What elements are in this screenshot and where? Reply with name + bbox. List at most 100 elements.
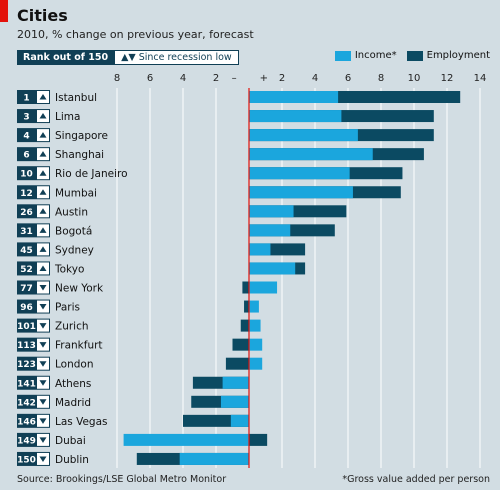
bar-income [249, 319, 261, 332]
rank-value: 1 [23, 94, 29, 104]
rank-value: 142 [17, 398, 36, 408]
bar-employment [232, 338, 249, 351]
city-label: Bogotá [55, 225, 92, 237]
bar-income [249, 224, 291, 237]
x-tick-label: 6 [345, 73, 351, 84]
rank-value: 3 [23, 113, 29, 123]
bar-income [249, 186, 353, 199]
x-tick-label: 14 [474, 73, 487, 84]
rank-box [17, 109, 36, 124]
x-tick-label: – [232, 73, 237, 84]
city-label: Mumbai [55, 187, 97, 199]
city-label: Las Vegas [55, 416, 108, 428]
rank-value: 31 [20, 227, 33, 237]
city-label: Zurich [55, 321, 89, 333]
rank-box [17, 223, 36, 238]
city-label: Tokyo [54, 263, 84, 275]
brand-mark [0, 0, 8, 22]
rank-up-icon [39, 151, 47, 157]
rank-box [17, 394, 36, 409]
rank-down-icon [39, 323, 47, 329]
rank-down-icon [39, 418, 47, 424]
city-label: Austin [55, 206, 88, 218]
legend-label-employment: Employment [426, 50, 490, 61]
footnote: *Gross value added per person [342, 474, 490, 485]
rank-header-label: Rank out of 150 [17, 50, 115, 65]
x-tick-label: 12 [441, 73, 454, 84]
rank-up-icon [39, 227, 47, 233]
source-note: Source: Brookings/LSE Global Metro Monit… [17, 474, 227, 485]
legend-item-income: Income* [334, 50, 397, 61]
rank-header: Rank out of 150 ▲▼ Since recession low [17, 50, 239, 65]
bar-employment [240, 319, 249, 332]
x-tick-label: 4 [312, 73, 318, 84]
rank-value: 52 [20, 265, 33, 275]
rank-value: 10 [20, 170, 33, 180]
rank-value: 146 [17, 417, 36, 427]
rank-box [17, 413, 36, 428]
rank-box [17, 147, 36, 162]
bar-income [249, 167, 350, 180]
rank-down-icon [39, 437, 47, 443]
city-label: Athens [55, 378, 91, 390]
rank-box [17, 451, 36, 466]
bar-income [222, 376, 249, 389]
city-label: Madrid [55, 397, 91, 409]
rank-value: 77 [20, 284, 33, 294]
x-tick-label: 8 [114, 73, 120, 84]
rank-down-icon [39, 380, 47, 386]
bar-income [249, 129, 358, 142]
rank-box [17, 375, 36, 390]
bar-income [123, 433, 249, 446]
rank-value: 96 [20, 303, 33, 313]
rank-box [17, 356, 36, 371]
bar-employment [242, 281, 249, 294]
bar-income [220, 395, 249, 408]
rank-box [17, 337, 36, 352]
rank-up-icon [39, 132, 47, 138]
rank-box [17, 299, 36, 314]
city-label: Rio de Janeiro [55, 168, 128, 180]
city-label: Dubai [55, 435, 86, 447]
rank-value: 113 [17, 341, 36, 351]
rank-down-icon [39, 361, 47, 367]
chart-title: Cities [17, 6, 68, 25]
bar-income [249, 205, 294, 218]
rank-down-icon [39, 399, 47, 405]
city-label: Paris [55, 302, 80, 314]
x-tick-label: 10 [408, 73, 421, 84]
bar-income [249, 91, 339, 103]
x-tick-label: 8 [378, 73, 384, 84]
rank-box [17, 432, 36, 447]
rank-value: 150 [17, 455, 36, 465]
legend: Income* Employment [334, 50, 490, 61]
rank-down-icon [39, 285, 47, 291]
rank-value: 101 [17, 322, 36, 332]
rank-down-icon [39, 304, 47, 310]
rank-value: 141 [17, 379, 36, 389]
rank-box [17, 204, 36, 219]
rank-value: 6 [23, 151, 29, 161]
rank-value: 26 [20, 208, 33, 218]
rank-box [17, 261, 36, 276]
rank-down-icon [39, 456, 47, 462]
rank-value: 149 [17, 436, 36, 446]
bar-income [249, 281, 278, 294]
city-label: New York [55, 283, 104, 295]
bar-income [249, 148, 373, 161]
rank-box [17, 185, 36, 200]
rank-up-icon [39, 170, 47, 176]
rank-value: 4 [23, 132, 29, 142]
bar-income [249, 357, 263, 370]
bar-employment [244, 300, 249, 313]
rank-value: 45 [20, 246, 33, 256]
city-label: Sydney [55, 244, 94, 256]
bar-employment [225, 357, 249, 370]
bar-income [230, 414, 249, 427]
city-label: Shanghai [55, 149, 104, 161]
rank-up-icon [39, 113, 47, 119]
city-label: Istanbul [55, 92, 97, 104]
bar-income [249, 262, 296, 275]
bar-income [249, 300, 259, 313]
